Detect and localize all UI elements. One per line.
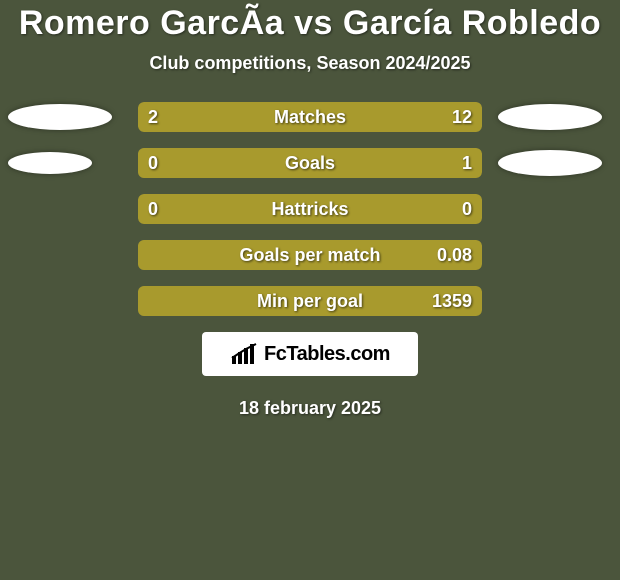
footer-date: 18 february 2025 [0,398,620,419]
stat-row: Goals per match0.08 [0,240,620,270]
page-title: Romero GarcÃa vs García Robledo [0,4,620,43]
player-ellipse-left [8,152,92,174]
bar-right [310,194,482,224]
player-ellipse-left [8,104,112,130]
logo-box: FcTables.com [202,332,418,376]
bar-track [138,148,482,178]
bar-right [187,102,482,132]
stat-row: Goals01 [0,148,620,178]
comparison-infographic: Romero GarcÃa vs García Robledo Club com… [0,0,620,419]
bar-right [138,286,482,316]
bar-left [138,102,187,132]
bar-right [138,240,482,270]
logo-chart-icon [230,342,258,366]
bar-track [138,240,482,270]
player-ellipse-right [498,150,602,176]
stat-rows: Matches212 Goals01 Hattricks00 Goals per ma… [0,102,620,316]
bar-track [138,194,482,224]
stat-row: Min per goal1359 [0,286,620,316]
stat-row: Matches212 [0,102,620,132]
subtitle: Club competitions, Season 2024/2025 [0,53,620,74]
logo-text: FcTables.com [264,343,390,366]
bar-track [138,102,482,132]
stat-row: Hattricks00 [0,194,620,224]
player-ellipse-right [498,104,602,130]
bar-track [138,286,482,316]
bar-left [138,194,310,224]
bar-right [138,148,482,178]
